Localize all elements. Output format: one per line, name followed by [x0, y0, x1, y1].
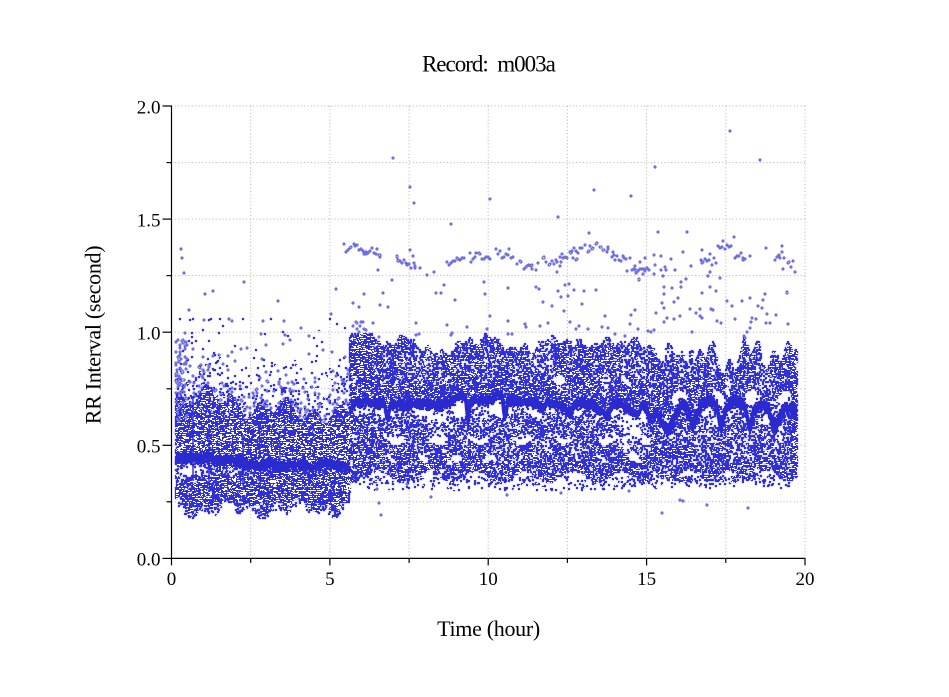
- svg-text:15: 15: [637, 569, 656, 590]
- svg-text:10: 10: [479, 569, 498, 590]
- svg-text:1.5: 1.5: [137, 210, 161, 231]
- svg-text:2.0: 2.0: [137, 97, 161, 118]
- svg-text:0: 0: [167, 569, 177, 590]
- svg-text:1.0: 1.0: [137, 324, 161, 345]
- svg-text:Record: m003a: Record: m003a: [422, 52, 556, 77]
- svg-text:Time (hour): Time (hour): [437, 616, 540, 641]
- svg-text:20: 20: [796, 569, 815, 590]
- svg-text:0.0: 0.0: [137, 550, 161, 571]
- svg-text:5: 5: [325, 569, 335, 590]
- svg-text:0.5: 0.5: [137, 437, 161, 458]
- svg-text:RR Interval (second): RR Interval (second): [81, 246, 106, 425]
